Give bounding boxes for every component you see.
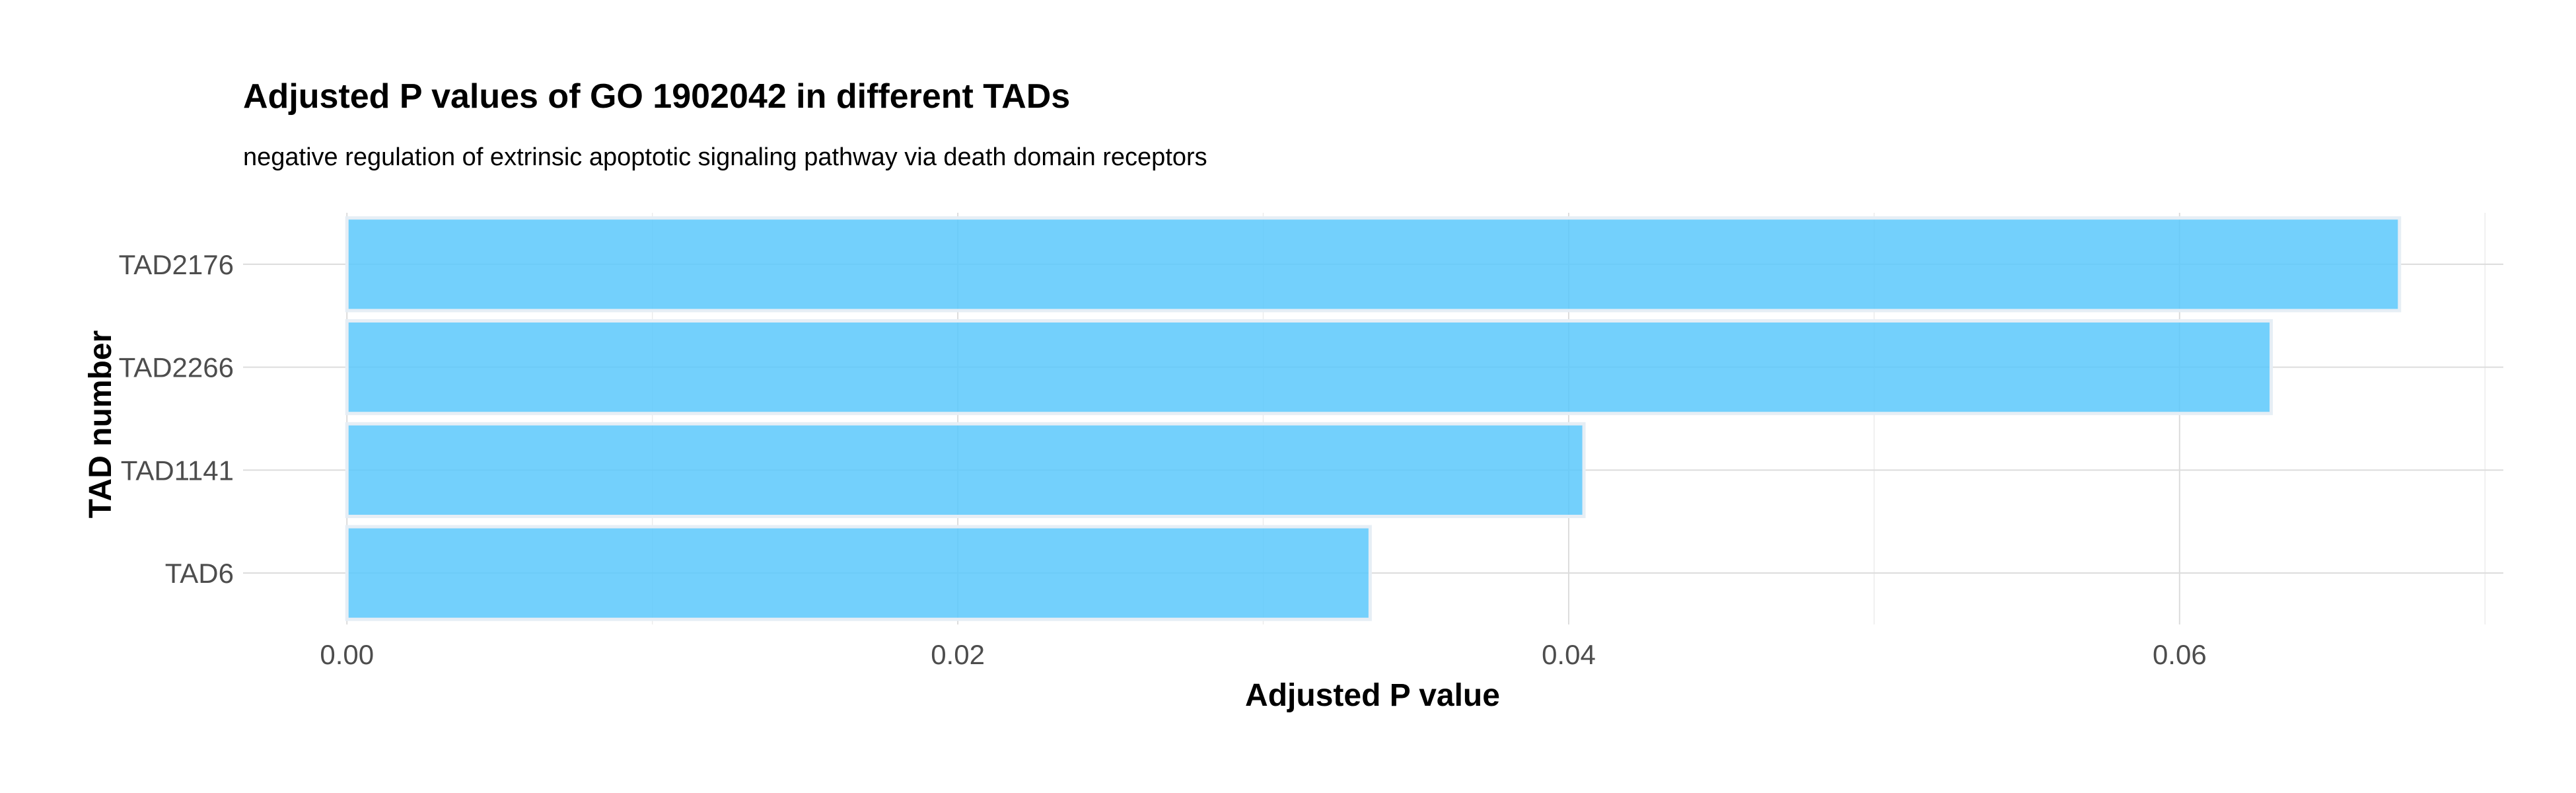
y-tick-label: TAD2176 [119, 249, 234, 280]
bar-tad1141 [345, 422, 1586, 518]
bar-tad2266 [345, 319, 2273, 416]
y-tick-label: TAD1141 [121, 455, 234, 486]
bar-tad6 [345, 525, 1372, 621]
y-tick-label: TAD6 [165, 558, 234, 589]
y-axis-title: TAD number [83, 330, 118, 518]
x-tick-label: 0.06 [2153, 639, 2207, 670]
x-tick-label: 0.04 [1542, 639, 1596, 670]
bars [345, 216, 2402, 621]
y-tick-label: TAD2266 [119, 352, 234, 383]
y-tick-labels: TAD2176 TAD2266 TAD1141 TAD6 [119, 249, 234, 589]
chart-title: Adjusted P values of GO 1902042 in diffe… [243, 77, 1070, 116]
chart-subtitle: negative regulation of extrinsic apoptot… [243, 143, 1207, 171]
x-tick-label: 0.00 [320, 639, 374, 670]
bar-tad2176 [345, 216, 2402, 313]
x-tick-labels: 0.00 0.02 0.04 0.06 [320, 639, 2206, 670]
x-tick-label: 0.02 [931, 639, 985, 670]
x-axis-title: Adjusted P value [1245, 678, 1500, 713]
